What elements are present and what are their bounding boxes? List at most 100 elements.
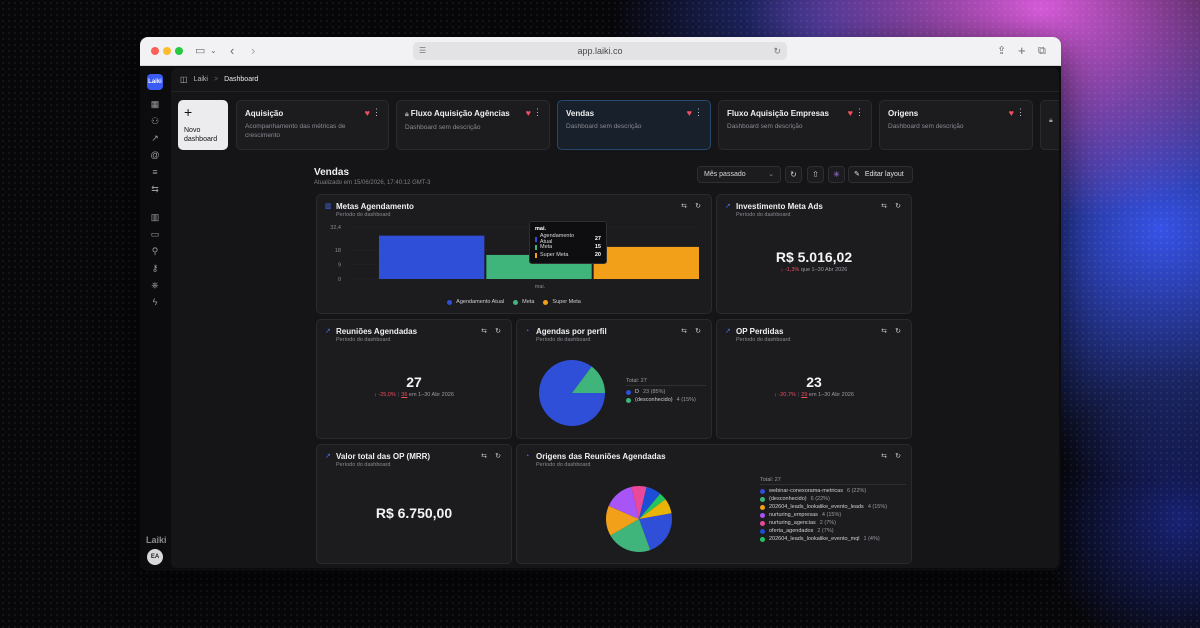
metric-value: R$ 6.750,00	[375, 505, 453, 521]
more-icon[interactable]: ⋮	[694, 107, 703, 117]
laiki-logo[interactable]: Laiki	[147, 74, 163, 90]
pie-slice[interactable]	[606, 505, 639, 536]
forward-icon[interactable]: ›	[251, 43, 256, 58]
building-icon[interactable]: ▥	[150, 212, 160, 222]
pie-slice[interactable]	[639, 513, 672, 551]
legend-label: 202604_leads_lookalike_evento_mql	[769, 536, 860, 542]
tab-fluxo-aquisicao-agencias[interactable]: 🔒︎ Fluxo Aquisição Agências Dashboard sem…	[396, 100, 550, 150]
page-title: Vendas	[314, 167, 350, 178]
legend-item[interactable]: Super Meta	[543, 298, 581, 306]
pie-slice[interactable]	[572, 366, 605, 393]
bolt-icon[interactable]: ϟ	[152, 297, 158, 307]
pie-slice[interactable]	[608, 486, 639, 519]
tab-aquisicao[interactable]: Aquisição Acompanhamento das métricas de…	[236, 100, 389, 150]
swap-icon[interactable]: ⇆	[881, 203, 887, 210]
close-window-button[interactable]	[151, 47, 159, 55]
panel-toggle-icon[interactable]: ◫	[180, 75, 188, 84]
metric-delta: ↓ -1,3% que 1–30 Abr 2026	[717, 267, 911, 273]
more-icon[interactable]: ⋮	[372, 107, 381, 117]
legend-item[interactable]: oferta_agendados 2 (7%)	[760, 527, 906, 535]
users-icon[interactable]: ⚇	[150, 116, 160, 126]
pie-slice[interactable]	[631, 486, 647, 519]
refresh-icon[interactable]: ↻	[495, 453, 501, 460]
swap-icon[interactable]: ⇆	[681, 328, 687, 335]
new-dashboard-button[interactable]: + Novo dashboard	[178, 100, 228, 150]
chevron-down-icon[interactable]: ⌄	[210, 46, 217, 55]
swap-icon[interactable]: ⇆	[481, 328, 487, 335]
refresh-icon[interactable]: ↻	[895, 453, 901, 460]
swap-icon[interactable]: ⇆	[681, 203, 687, 210]
grid-icon[interactable]: ▦	[150, 99, 160, 109]
legend-item[interactable]: Agendamento Atual	[447, 298, 504, 306]
legend-item[interactable]: 202604_leads_lookalike_evento_leads 4 (15…	[760, 503, 906, 511]
export-button[interactable]: ⇧	[807, 166, 824, 183]
swap-icon[interactable]: ⇆	[881, 453, 887, 460]
delta-percent: -1,3%	[784, 267, 800, 273]
breadcrumb-root[interactable]: Laiki	[193, 76, 208, 83]
legend-item[interactable]: D 23 (85%)	[626, 388, 706, 396]
minimize-window-button[interactable]	[163, 47, 171, 55]
back-icon[interactable]: ‹	[230, 43, 235, 58]
card-icon[interactable]: ▭	[150, 229, 160, 239]
legend-item[interactable]: Meta	[513, 298, 534, 306]
pie-slice[interactable]	[639, 493, 666, 519]
filter-icon[interactable]: ≡	[152, 167, 158, 177]
edit-layout-button[interactable]: ✎ Editar layout	[848, 166, 913, 183]
trending-icon[interactable]: ↗	[151, 133, 159, 143]
legend-item[interactable]: 202604_leads_lookalike_evento_mql 1 (4%)	[760, 535, 906, 543]
transfer-icon[interactable]: ⇆	[151, 184, 159, 194]
tab-overflow[interactable]: 🔒︎	[1040, 100, 1059, 150]
swap-icon[interactable]: ⇆	[481, 453, 487, 460]
at-icon[interactable]: @	[150, 150, 160, 160]
legend-label: 202604_leads_lookalike_evento_leads	[769, 504, 864, 510]
swap-icon[interactable]: ⇆	[881, 328, 887, 335]
refresh-icon[interactable]: ↻	[695, 328, 701, 335]
more-icon[interactable]: ⋮	[533, 107, 542, 117]
delta-down-icon: ↓	[780, 267, 784, 273]
refresh-icon[interactable]: ↻	[895, 328, 901, 335]
tab-origens[interactable]: Origens Dashboard sem descrição ♥ ⋮	[879, 100, 1033, 150]
avatar[interactable]: EA	[147, 549, 163, 565]
upload-icon: ⇧	[812, 170, 819, 179]
breadcrumb-current: Dashboard	[224, 76, 259, 83]
heart-icon[interactable]: ♥	[1008, 108, 1014, 118]
refresh-icon[interactable]: ↻	[695, 203, 701, 210]
pie-slice[interactable]	[610, 519, 651, 552]
ai-button[interactable]: ✳	[828, 166, 845, 183]
tabs-overview-icon[interactable]: ⧉	[1038, 45, 1046, 57]
pie-slice[interactable]	[639, 499, 672, 519]
heart-icon[interactable]: ♥	[364, 108, 370, 118]
reload-icon[interactable]: ↻	[773, 46, 781, 56]
bar-agendamento-atual[interactable]	[379, 235, 485, 279]
tab-vendas[interactable]: Vendas Dashboard sem descrição ♥ ⋮	[557, 100, 711, 150]
legend-dot	[760, 512, 765, 518]
share-icon[interactable]: ⇪	[997, 45, 1007, 57]
page-settings-icon[interactable]: ☰	[419, 46, 427, 55]
maximize-window-button[interactable]	[175, 47, 183, 55]
refresh-button[interactable]: ↻	[785, 166, 802, 183]
share-network-icon[interactable]: ⎈	[151, 280, 159, 290]
address-bar[interactable]: ☰ app.laiki.co ↻	[413, 42, 787, 60]
legend-item[interactable]: nurturing_agencias 2 (7%)	[760, 519, 906, 527]
legend-item[interactable]: nurturing_empresas 4 (15%)	[760, 511, 906, 519]
new-tab-icon[interactable]: +	[1018, 43, 1026, 58]
key-icon[interactable]: ⚷	[151, 263, 159, 273]
heart-icon[interactable]: ♥	[525, 108, 531, 118]
more-icon[interactable]: ⋮	[1016, 107, 1025, 117]
legend-item[interactable]: (desconhecido) 6 (22%)	[760, 495, 906, 503]
tab-fluxo-aquisicao-empresas[interactable]: Fluxo Aquisição Empresas Dashboard sem d…	[718, 100, 872, 150]
metric-value: 27	[406, 374, 422, 390]
legend-item[interactable]: webinar-conexorama-metricas 6 (22%)	[760, 487, 906, 495]
refresh-icon[interactable]: ↻	[495, 328, 501, 335]
legend-item[interactable]: (desconhecido) 4 (15%)	[626, 396, 706, 404]
period-select[interactable]: Mês passado ⌄	[697, 166, 781, 183]
sidebar-toggle-icon[interactable]: ▭	[195, 45, 206, 57]
heart-icon[interactable]: ♥	[686, 108, 692, 118]
more-icon[interactable]: ⋮	[855, 107, 864, 117]
user-settings-icon[interactable]: ⚲	[151, 246, 159, 256]
pie-slice[interactable]	[639, 486, 661, 519]
refresh-icon[interactable]: ↻	[895, 203, 901, 210]
tab-title: Fluxo Aquisição Agências	[410, 109, 510, 118]
bar-super-meta[interactable]	[593, 246, 699, 279]
heart-icon[interactable]: ♥	[847, 108, 853, 118]
